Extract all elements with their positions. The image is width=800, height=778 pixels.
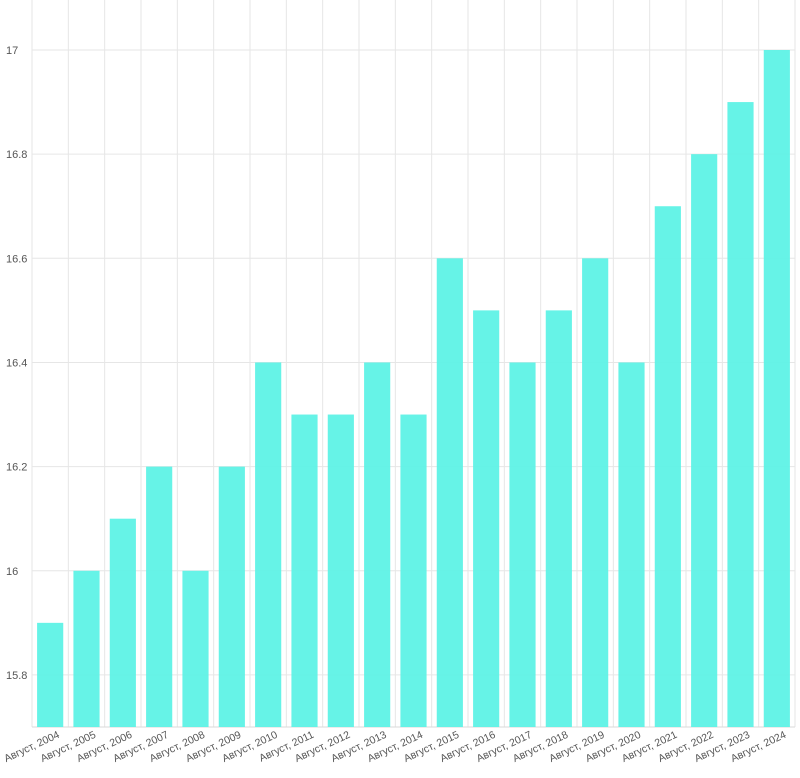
bar[interactable] [763, 50, 790, 727]
grid-group [31, 0, 796, 728]
y-tick-label: 16.8 [6, 149, 27, 161]
bar[interactable] [218, 466, 245, 727]
bar[interactable] [654, 206, 681, 727]
y-tick-label: 17 [6, 45, 18, 57]
bar[interactable] [400, 414, 427, 727]
bar[interactable] [691, 154, 718, 728]
y-tick-label: 16.2 [6, 462, 27, 474]
y-tick-label: 16.6 [6, 253, 27, 265]
bar[interactable] [618, 362, 645, 727]
bar[interactable] [146, 466, 173, 727]
bar[interactable] [364, 362, 391, 727]
bar[interactable] [327, 414, 354, 727]
bar[interactable] [255, 362, 282, 727]
bars-group [37, 50, 790, 728]
bar[interactable] [291, 414, 318, 727]
y-axis-ticks: 15.8 16 16.2 16.4 16.6 16.8 17 [6, 45, 27, 682]
bar[interactable] [37, 622, 64, 727]
bar[interactable] [727, 102, 754, 728]
bar[interactable] [73, 570, 100, 727]
bar[interactable] [545, 310, 572, 727]
bar[interactable] [182, 570, 209, 727]
y-tick-label: 16.4 [6, 357, 27, 369]
y-tick-label: 15.8 [6, 670, 27, 682]
bar[interactable] [436, 258, 463, 727]
bar[interactable] [473, 310, 500, 727]
bar[interactable] [509, 362, 536, 727]
bar[interactable] [109, 518, 136, 727]
y-tick-label: 16 [6, 566, 18, 578]
bar[interactable] [582, 258, 609, 727]
